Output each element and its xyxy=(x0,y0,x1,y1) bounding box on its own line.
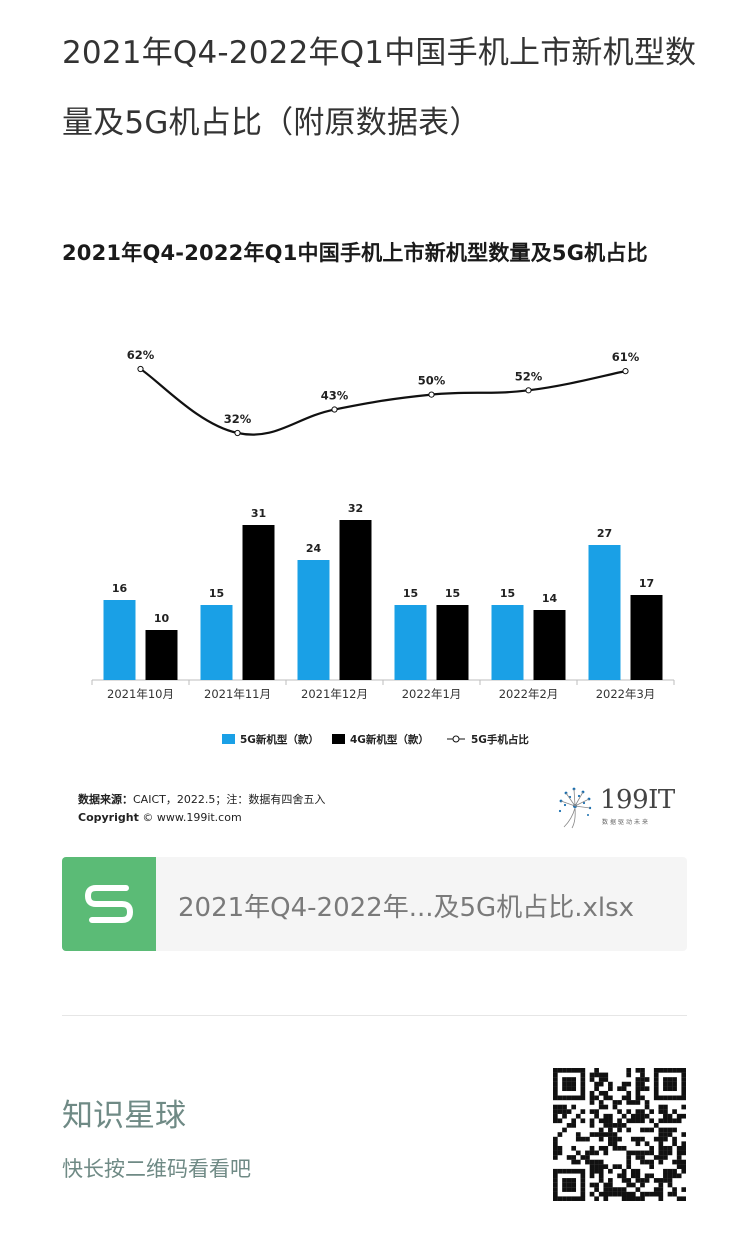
4g-bar xyxy=(436,605,469,680)
copyright-label: Copyright xyxy=(78,811,139,824)
brand-logo: 199IT 数据驱动未来 xyxy=(552,783,682,829)
5g-share-label: 61% xyxy=(612,350,640,364)
x-tick-label: 2021年12月 xyxy=(301,687,368,701)
copyright-text: © www.199it.com xyxy=(142,811,242,824)
x-tick-label: 2022年3月 xyxy=(596,687,656,701)
5g-bar-label: 24 xyxy=(306,542,322,555)
promo-subtitle: 快长按二维码看看吧 xyxy=(62,1157,251,1181)
4g-bar xyxy=(630,595,663,680)
legend-line-label: 5G手机占比 xyxy=(471,733,529,746)
4g-bar-label: 31 xyxy=(251,507,266,520)
4g-bar-label: 15 xyxy=(445,587,460,600)
source-label: 数据来源： xyxy=(78,793,133,806)
brand-slogan: 数据驱动未来 xyxy=(602,819,651,826)
4g-bar xyxy=(242,525,275,680)
spreadsheet-s-icon xyxy=(62,857,156,951)
copyright: Copyright © www.199it.com xyxy=(78,811,242,824)
promo-title: 知识星球 xyxy=(62,1098,186,1134)
5g-bar xyxy=(491,605,524,680)
attachment-card[interactable]: 2021年Q4-2022年...及5G机占比.xlsx xyxy=(62,857,687,951)
5g-share-label: 32% xyxy=(224,412,252,426)
attachment-file-name[interactable]: 2021年Q4-2022年...及5G机占比.xlsx xyxy=(178,893,635,923)
5g-share-point xyxy=(234,429,241,437)
5g-bar-label: 15 xyxy=(500,587,515,600)
5g-share-point xyxy=(525,387,532,394)
5g-share-point xyxy=(622,368,629,375)
data-source: 数据来源：CAICT，2022.5；注：数据有四舍五入 xyxy=(78,791,325,807)
legend-4g-label: 4G新机型（款） xyxy=(350,733,429,746)
legend-5g-swatch xyxy=(222,734,235,744)
chart: 16 10 2021年10月 15 31 2021年11月 24 32 2021年12月 15 15… xyxy=(91,348,675,746)
x-tick-label: 2021年11月 xyxy=(204,687,271,701)
5g-share-point xyxy=(137,365,144,373)
legend-5g-label: 5G新机型（款） xyxy=(240,733,319,746)
4g-bar xyxy=(339,520,372,680)
x-tick-label: 2022年2月 xyxy=(499,687,559,701)
5g-bar xyxy=(394,605,427,680)
article-title: 2021年Q4-2022年Q1中国手机上市新机型数量及5G机占比（附原数据表） xyxy=(62,35,697,141)
4g-bar xyxy=(145,630,178,680)
4g-bar-label: 32 xyxy=(348,502,363,515)
4g-bar-label: 17 xyxy=(639,577,654,590)
5g-bar xyxy=(200,605,233,680)
4g-bar xyxy=(533,610,566,680)
5g-share-label: 43% xyxy=(321,389,349,403)
4g-bar-label: 10 xyxy=(154,612,170,625)
5g-share-line xyxy=(139,368,626,436)
5g-bar xyxy=(103,600,136,680)
5g-bar-label: 15 xyxy=(403,587,418,600)
brand-name: 199IT xyxy=(600,785,675,815)
5g-share-label: 50% xyxy=(418,374,446,388)
divider xyxy=(62,1015,687,1016)
5g-share-point xyxy=(428,391,435,398)
dandelion-icon xyxy=(558,787,592,829)
source-text: CAICT，2022.5；注：数据有四舍五入 xyxy=(133,793,326,806)
chart-title: 2021年Q4-2022年Q1中国手机上市新机型数量及5G机占比 xyxy=(62,241,648,265)
5g-share-label: 52% xyxy=(515,369,543,383)
5g-share-point xyxy=(331,406,338,413)
5g-share-label: 62% xyxy=(127,348,155,362)
5g-bar-label: 27 xyxy=(597,527,612,540)
legend-4g-swatch xyxy=(332,734,345,744)
5g-bar xyxy=(297,560,330,680)
legend-line-marker xyxy=(452,735,460,743)
qr-code[interactable] xyxy=(553,1068,686,1201)
x-tick-label: 2021年10月 xyxy=(107,687,174,701)
chart-card: 2021年Q4-2022年Q1中国手机上市新机型数量及5G机占比 16 10 202… xyxy=(62,225,687,835)
5g-bar xyxy=(588,545,621,680)
5g-bar-label: 15 xyxy=(209,587,224,600)
x-tick-label: 2022年1月 xyxy=(402,687,462,701)
5g-bar-label: 16 xyxy=(112,582,128,595)
4g-bar-label: 14 xyxy=(542,592,558,605)
